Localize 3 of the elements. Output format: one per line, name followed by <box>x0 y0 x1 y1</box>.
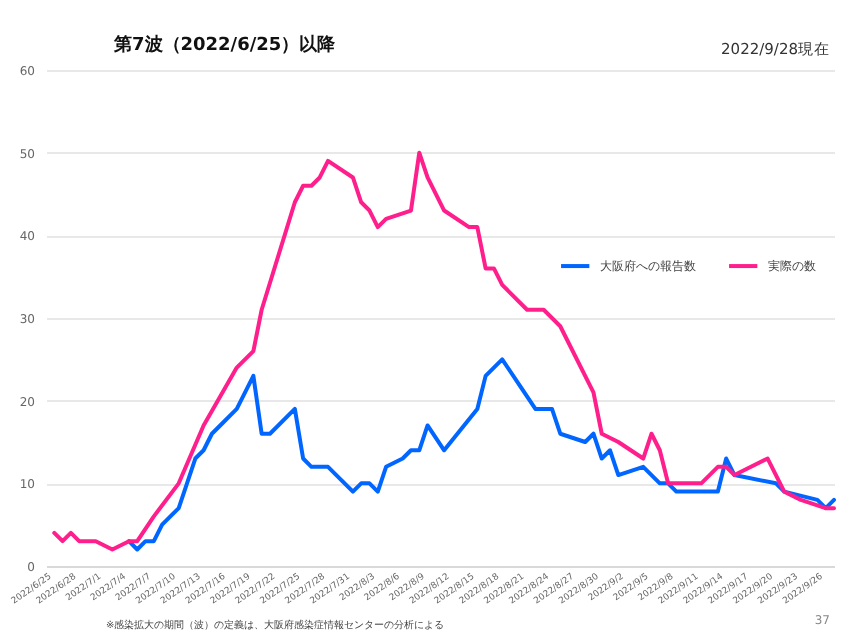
line-series <box>52 150 836 552</box>
line-series <box>126 357 836 552</box>
chart-title: 第7波（2022/6/25）以降 <box>112 34 338 56</box>
